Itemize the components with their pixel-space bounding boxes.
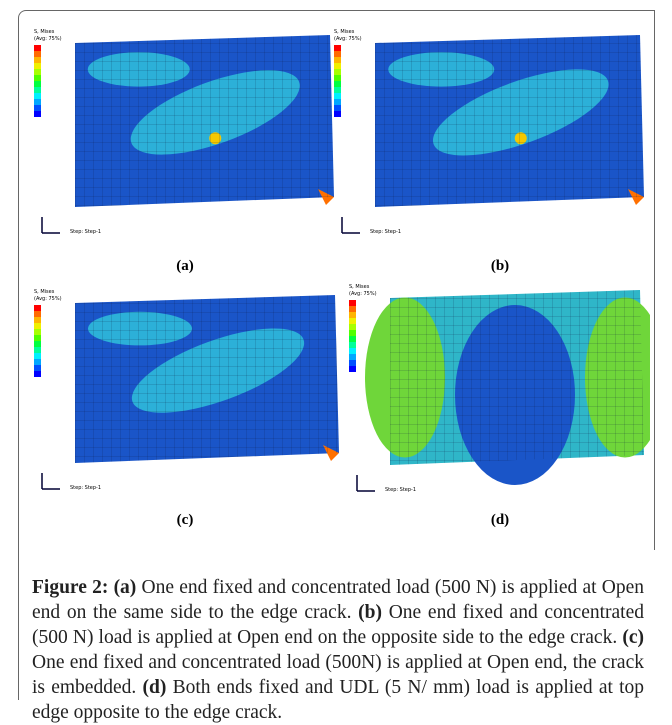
caption-tag: (c) [622, 627, 644, 648]
mesh-overlay [75, 35, 334, 207]
fea-plot: S, Mises(Avg: 75%) Step: Step-1 [34, 29, 334, 235]
legend-swatch [34, 317, 41, 323]
legend-swatch [34, 347, 41, 353]
legend-swatch [34, 353, 41, 359]
legend-sub: (Avg: 75%) [34, 296, 62, 302]
legend-swatch [349, 354, 356, 360]
legend-swatch [334, 45, 341, 51]
legend-swatch [34, 69, 41, 75]
axis-triad [41, 473, 60, 490]
figure-frame [18, 10, 654, 700]
legend-swatch [334, 69, 341, 75]
legend-title: S, Mises [34, 29, 55, 35]
step-info: Step: Step-1 [385, 487, 416, 493]
axis-triad [341, 217, 360, 234]
legend-swatch [334, 111, 341, 117]
caption-label: Figure 2: [32, 577, 109, 598]
legend-swatch [34, 305, 41, 311]
legend-swatch [34, 111, 41, 117]
legend-swatch [334, 93, 341, 99]
legend-swatch [34, 359, 41, 365]
legend-title: S, Mises [349, 284, 370, 290]
legend-swatch [349, 330, 356, 336]
step-info: Step: Step-1 [370, 229, 401, 235]
legend-swatch [34, 99, 41, 105]
axis-triad [356, 475, 375, 492]
mesh-overlay [390, 290, 644, 465]
legend-swatch [34, 51, 41, 57]
legend-title: S, Mises [34, 289, 55, 295]
caption-text: One end fixed and concentrated load (500… [32, 652, 644, 698]
panel-label: (b) [490, 258, 510, 274]
legend-swatch [334, 51, 341, 57]
legend-swatch [349, 312, 356, 318]
legend-swatch [34, 57, 41, 63]
legend-swatch [349, 336, 356, 342]
panel-label: (d) [490, 512, 510, 528]
caption-text: One end fixed and concentrated (500 N) l… [32, 602, 644, 648]
mesh-overlay [375, 35, 644, 207]
caption-tag: (b) [358, 602, 383, 623]
axis-triad [41, 217, 60, 234]
legend-swatch [34, 365, 41, 371]
legend-swatch [334, 57, 341, 63]
legend-swatch [349, 360, 356, 366]
legend-swatch [349, 324, 356, 330]
legend-swatch [334, 81, 341, 87]
legend-swatch [34, 45, 41, 51]
legend-swatch [34, 81, 41, 87]
fea-plot: S, Mises(Avg: 75%) Step: Step-1 [334, 29, 644, 235]
legend-swatch [34, 329, 41, 335]
legend-swatch [349, 300, 356, 306]
legend-swatch [334, 105, 341, 111]
legend-swatch [334, 87, 341, 93]
legend-swatch [334, 75, 341, 81]
legend-swatch [34, 311, 41, 317]
legend-swatch [34, 75, 41, 81]
legend-swatch [349, 342, 356, 348]
step-info: Step: Step-1 [70, 229, 101, 235]
legend-swatch [34, 341, 41, 347]
caption-text: One end fixed and concentrated load (500… [32, 577, 644, 623]
legend-title: S, Mises [334, 29, 355, 35]
legend-swatch [349, 318, 356, 324]
legend-swatch [34, 87, 41, 93]
legend-swatch [349, 306, 356, 312]
caption-parts: (a) One end fixed and concentrated load … [32, 577, 644, 723]
legend-swatch [34, 335, 41, 341]
fea-plot: S, Mises(Avg: 75%) Step: Step-1 [34, 289, 339, 491]
legend-swatch [334, 99, 341, 105]
legend-swatch [34, 371, 41, 377]
panel-label: (a) [176, 258, 194, 274]
legend-sub: (Avg: 75%) [334, 36, 362, 42]
panel-label: (c) [176, 512, 194, 528]
caption: Figure 2: (a) One end fixed and concentr… [32, 575, 644, 725]
legend-swatch [349, 348, 356, 354]
caption-tag: (d) [142, 677, 167, 698]
legend-sub: (Avg: 75%) [349, 291, 377, 297]
legend-swatch [34, 93, 41, 99]
caption-tag: (a) [113, 577, 137, 598]
legend-sub: (Avg: 75%) [34, 36, 62, 42]
legend-swatch [349, 366, 356, 372]
legend-swatch [34, 63, 41, 69]
legend-swatch [34, 105, 41, 111]
legend-swatch [34, 323, 41, 329]
frame-edge [654, 10, 655, 550]
fea-plot: S, Mises(Avg: 75%) Step: Step-1 [349, 284, 650, 493]
step-info: Step: Step-1 [70, 485, 101, 491]
mesh-overlay [75, 295, 339, 463]
legend-swatch [334, 63, 341, 69]
